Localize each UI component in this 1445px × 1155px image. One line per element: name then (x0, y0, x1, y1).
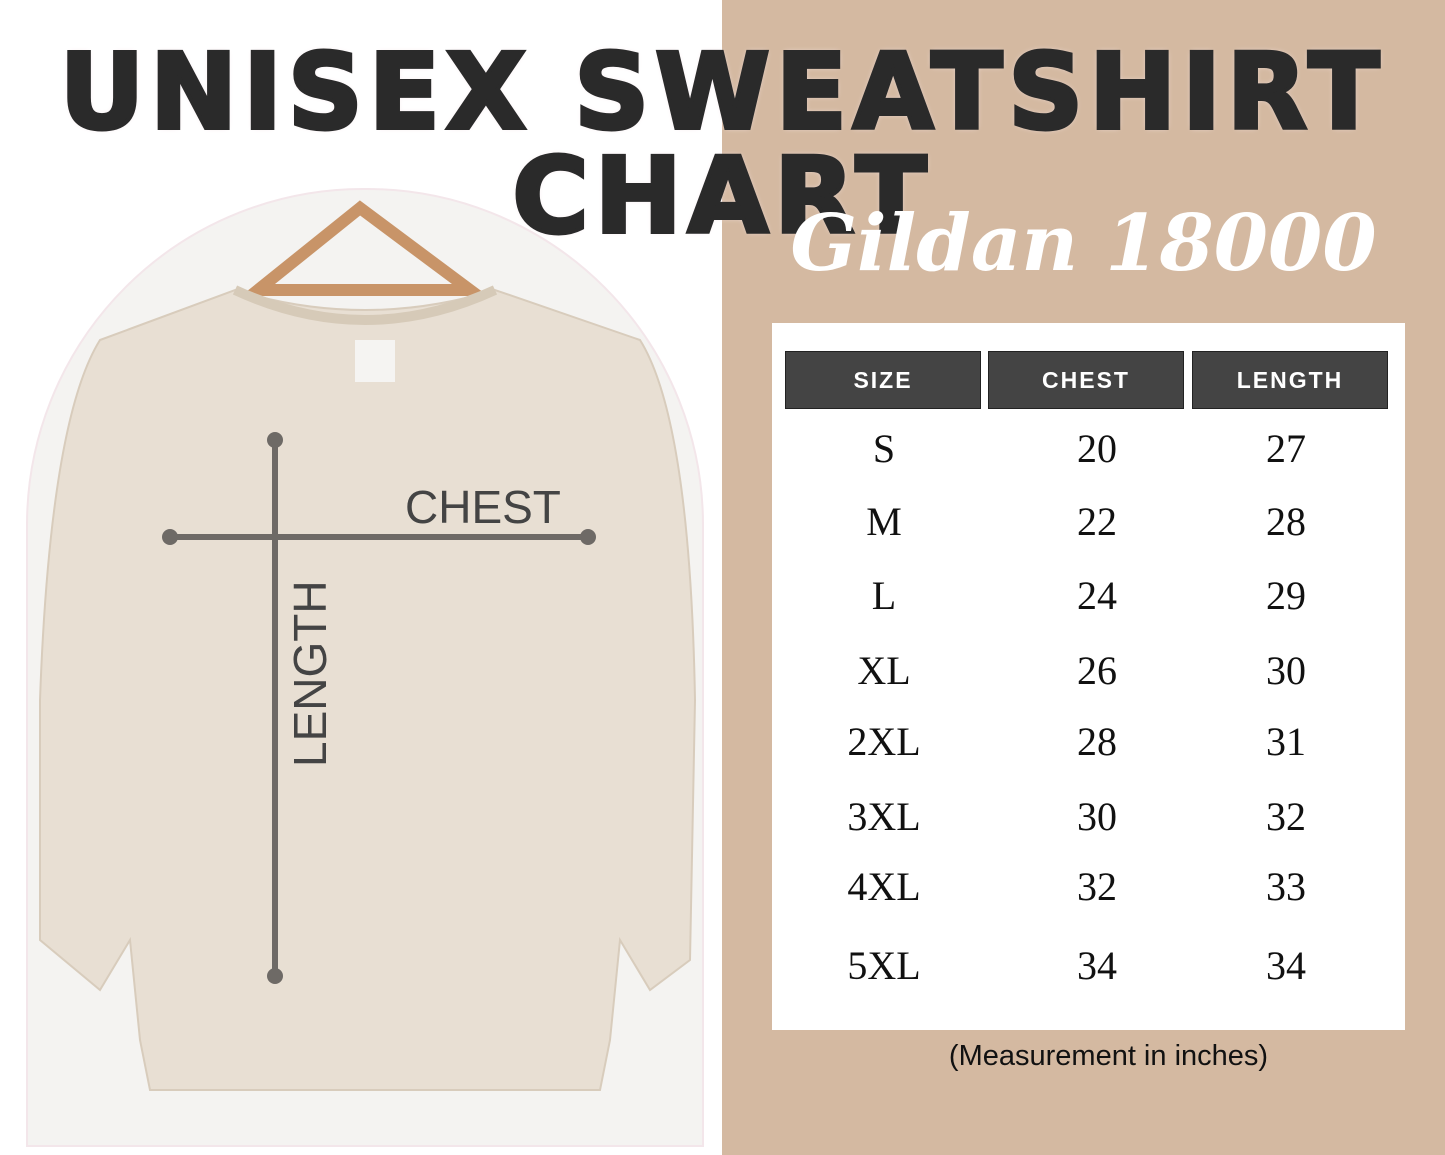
hanger (240, 200, 489, 296)
chest-cell: 20 (1077, 426, 1117, 471)
header-chest: CHEST (988, 351, 1184, 409)
length-cell: 34 (1266, 943, 1306, 988)
measurement-note: (Measurement in inches) (948, 1040, 1269, 1072)
size-cell: L (871, 573, 897, 618)
header-size: SIZE (785, 351, 981, 409)
size-cell: M (866, 499, 902, 544)
chest-cell: 28 (1077, 719, 1117, 764)
sweatshirt-body (39, 288, 697, 1091)
length-cell: 28 (1266, 499, 1306, 544)
collar (232, 285, 498, 325)
length-cell: 33 (1266, 864, 1306, 909)
size-cell: 4XL (847, 864, 921, 909)
tag (355, 340, 395, 382)
length-cell: 32 (1266, 794, 1306, 839)
header-length: LENGTH (1192, 351, 1388, 409)
chest-cell: 22 (1077, 499, 1117, 544)
chest-cell: 32 (1077, 864, 1117, 909)
chest-label: CHEST (405, 481, 561, 533)
subtitle: Gildan 18000 (790, 198, 1377, 289)
size-cell: 5XL (847, 943, 921, 988)
sweatshirt-illustration (39, 200, 697, 1091)
length-label: LENGTH (284, 580, 336, 767)
length-cell: 29 (1266, 573, 1306, 618)
size-table: SIZE CHEST LENGTH S 20 27 M 22 28 L 24 29 XL 26 30 2… (772, 323, 1405, 1030)
chest-cell: 26 (1077, 648, 1117, 693)
size-cell: XL (857, 648, 911, 693)
length-cell: 30 (1266, 648, 1306, 693)
length-cell: 27 (1266, 426, 1306, 471)
chest-cell: 30 (1077, 794, 1117, 839)
page-title: UNISEX SWEATSHIRT CHART (58, 31, 1386, 257)
chest-cell: 34 (1077, 943, 1117, 988)
length-cell: 31 (1266, 719, 1306, 764)
size-cell: 3XL (847, 794, 921, 839)
size-cell: 2XL (847, 719, 921, 764)
size-cell: S (872, 426, 896, 471)
chest-cell: 24 (1077, 573, 1117, 618)
